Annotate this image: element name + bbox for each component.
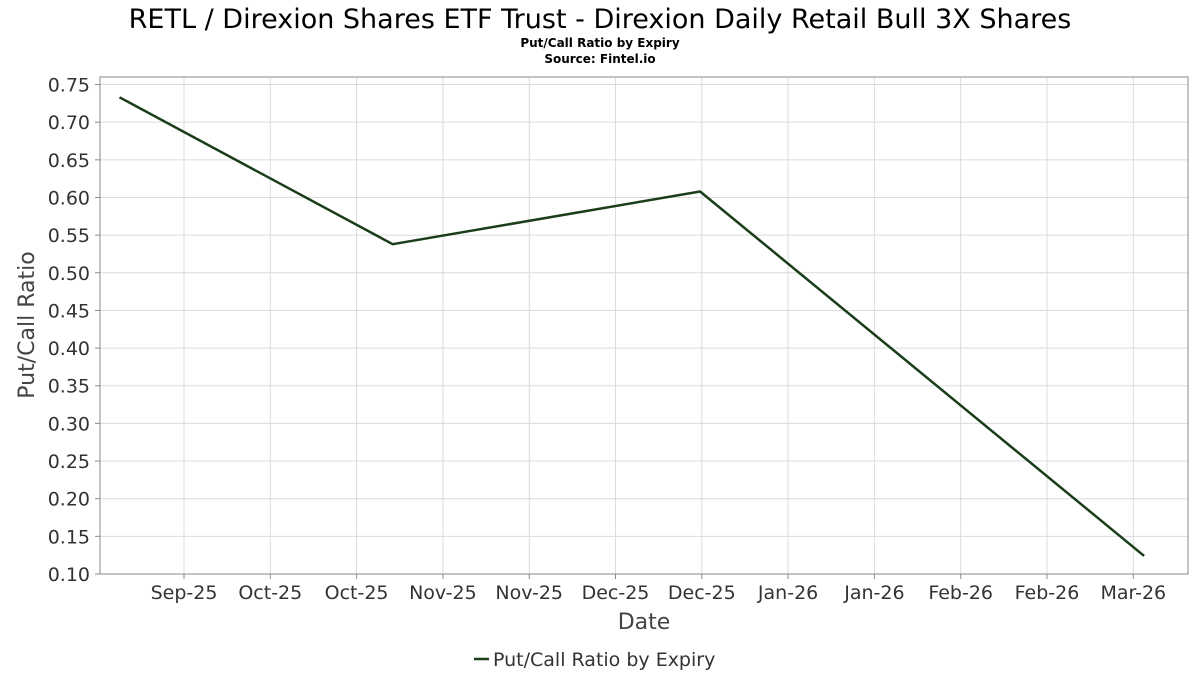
y-tick-label: 0.35 <box>48 376 90 398</box>
x-tick-label: Jan-26 <box>757 582 818 604</box>
x-tick-label: Feb-26 <box>1015 582 1080 604</box>
x-tick-label: Dec-25 <box>668 582 736 604</box>
x-tick-label: Oct-25 <box>238 582 302 604</box>
y-tick-label: 0.30 <box>48 413 90 435</box>
y-axis: 0.10 0.15 0.20 0.25 0.30 0.35 0.40 0.45 0.50 0.55… <box>48 75 100 586</box>
x-tick-label: Mar-26 <box>1100 582 1166 604</box>
y-tick-label: 0.55 <box>48 225 90 247</box>
chart-source: Source: Fintel.io <box>544 52 655 66</box>
y-tick-label: 0.40 <box>48 338 90 360</box>
chart-title: RETL / Direxion Shares ETF Trust - Direx… <box>129 4 1072 35</box>
x-tick-label: Sep-25 <box>151 582 218 604</box>
x-axis: Sep-25 Oct-25 Oct-25 Nov-25 Nov-25 Dec-25 Dec-… <box>151 574 1166 604</box>
y-tick-label: 0.60 <box>48 187 90 209</box>
grid <box>100 77 1188 575</box>
y-tick-label: 0.75 <box>48 75 90 97</box>
y-tick-label: 0.50 <box>48 263 90 285</box>
x-tick-label: Nov-25 <box>409 582 477 604</box>
chart-subtitle: Put/Call Ratio by Expiry <box>520 36 680 50</box>
x-tick-label: Jan-26 <box>843 582 904 604</box>
legend: Put/Call Ratio by Expiry <box>474 649 715 671</box>
y-tick-label: 0.20 <box>48 489 90 511</box>
legend-label: Put/Call Ratio by Expiry <box>493 649 715 671</box>
plot-frame <box>99 76 1189 575</box>
y-axis-label: Put/Call Ratio <box>15 251 40 398</box>
y-tick-label: 0.15 <box>48 526 90 548</box>
x-tick-label: Feb-26 <box>928 582 993 604</box>
x-tick-label: Dec-25 <box>582 582 650 604</box>
y-tick-label: 0.45 <box>48 300 90 322</box>
y-tick-label: 0.65 <box>48 150 90 172</box>
series-layer <box>118 96 1145 557</box>
x-tick-label: Oct-25 <box>325 582 389 604</box>
y-tick-label: 0.10 <box>48 564 90 586</box>
y-tick-label: 0.25 <box>48 451 90 473</box>
series-line <box>118 96 1145 557</box>
x-tick-label: Nov-25 <box>495 582 563 604</box>
y-tick-label: 0.70 <box>48 112 90 134</box>
x-axis-label: Date <box>618 610 671 635</box>
